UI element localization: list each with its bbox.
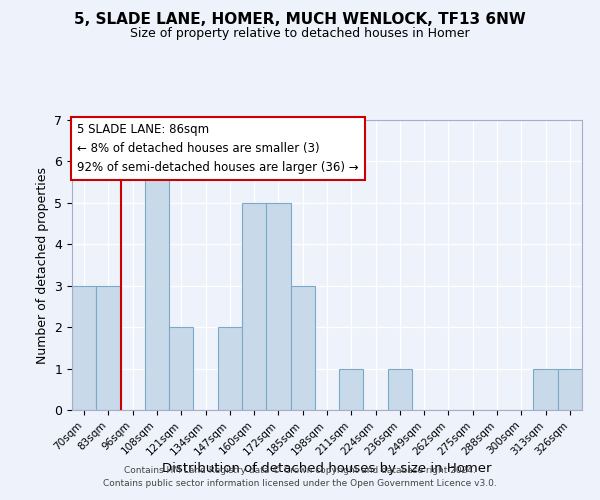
Text: Contains HM Land Registry data © Crown copyright and database right 2024.
Contai: Contains HM Land Registry data © Crown c… (103, 466, 497, 487)
Y-axis label: Number of detached properties: Number of detached properties (36, 166, 49, 364)
Bar (533, 368, 558, 410)
Bar (339, 368, 364, 410)
Bar (96, 286, 121, 410)
Bar (266, 203, 290, 410)
Bar (218, 327, 242, 410)
Text: 5 SLADE LANE: 86sqm
← 8% of detached houses are smaller (3)
92% of semi-detached: 5 SLADE LANE: 86sqm ← 8% of detached hou… (77, 123, 359, 174)
Bar (242, 203, 266, 410)
Bar (169, 327, 193, 410)
Bar (558, 368, 582, 410)
Bar (145, 162, 169, 410)
Bar (290, 286, 315, 410)
X-axis label: Distribution of detached houses by size in Homer: Distribution of detached houses by size … (162, 462, 492, 475)
Bar (72, 286, 96, 410)
Bar (388, 368, 412, 410)
Text: 5, SLADE LANE, HOMER, MUCH WENLOCK, TF13 6NW: 5, SLADE LANE, HOMER, MUCH WENLOCK, TF13… (74, 12, 526, 28)
Text: Size of property relative to detached houses in Homer: Size of property relative to detached ho… (130, 28, 470, 40)
